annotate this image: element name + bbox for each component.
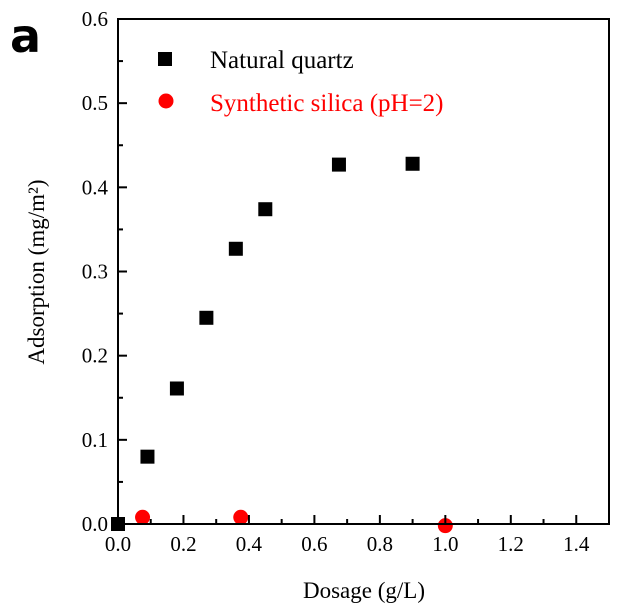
data-point-synthetic-silica — [233, 509, 249, 525]
legend: Natural quartz Synthetic silica (pH=2) — [158, 47, 444, 117]
data-point-natural-quartz — [228, 241, 243, 256]
data-point-synthetic-silica — [135, 509, 151, 525]
legend-marker-natural-quartz — [158, 52, 172, 66]
x-tick-label: 1.0 — [432, 532, 458, 556]
data-point-natural-quartz — [331, 157, 346, 172]
x-axis-title: Dosage (g/L) — [303, 578, 425, 603]
y-tick-label: 0.2 — [82, 344, 108, 368]
data-point-natural-quartz — [140, 449, 155, 464]
data-point-synthetic-silica — [437, 518, 453, 534]
y-axis: 0.0 0.1 0.2 0.3 0.4 0.5 0.6 — [82, 7, 127, 536]
y-tick-label: 0.0 — [82, 512, 108, 536]
y-tick-label: 0.5 — [82, 91, 108, 115]
y-axis-title: Adsorption (mg/m²) — [24, 179, 49, 364]
data-point-natural-quartz — [258, 202, 273, 217]
data-point-natural-quartz — [405, 156, 420, 171]
x-axis: 0.0 0.2 0.4 0.6 0.8 1.0 1.2 1.4 — [105, 515, 590, 556]
y-tick-label: 0.1 — [82, 428, 108, 452]
x-tick-label: 0.2 — [170, 532, 196, 556]
y-tick-label: 0.6 — [82, 7, 108, 31]
x-tick-label: 0.0 — [105, 532, 131, 556]
y-tick-label: 0.3 — [82, 260, 108, 284]
data-point-natural-quartz — [199, 310, 214, 325]
legend-label-synthetic-silica: Synthetic silica (pH=2) — [210, 90, 444, 117]
x-tick-label: 0.8 — [367, 532, 393, 556]
y-tick-label: 0.4 — [82, 175, 109, 199]
legend-marker-synthetic-silica — [158, 93, 174, 109]
panel-label: a — [10, 9, 41, 63]
x-tick-label: 0.6 — [301, 532, 327, 556]
x-tick-label: 1.4 — [563, 532, 590, 556]
legend-label-natural-quartz: Natural quartz — [210, 47, 354, 74]
x-tick-label: 0.4 — [236, 532, 263, 556]
x-tick-label: 1.2 — [498, 532, 524, 556]
data-point-natural-quartz — [169, 381, 184, 396]
